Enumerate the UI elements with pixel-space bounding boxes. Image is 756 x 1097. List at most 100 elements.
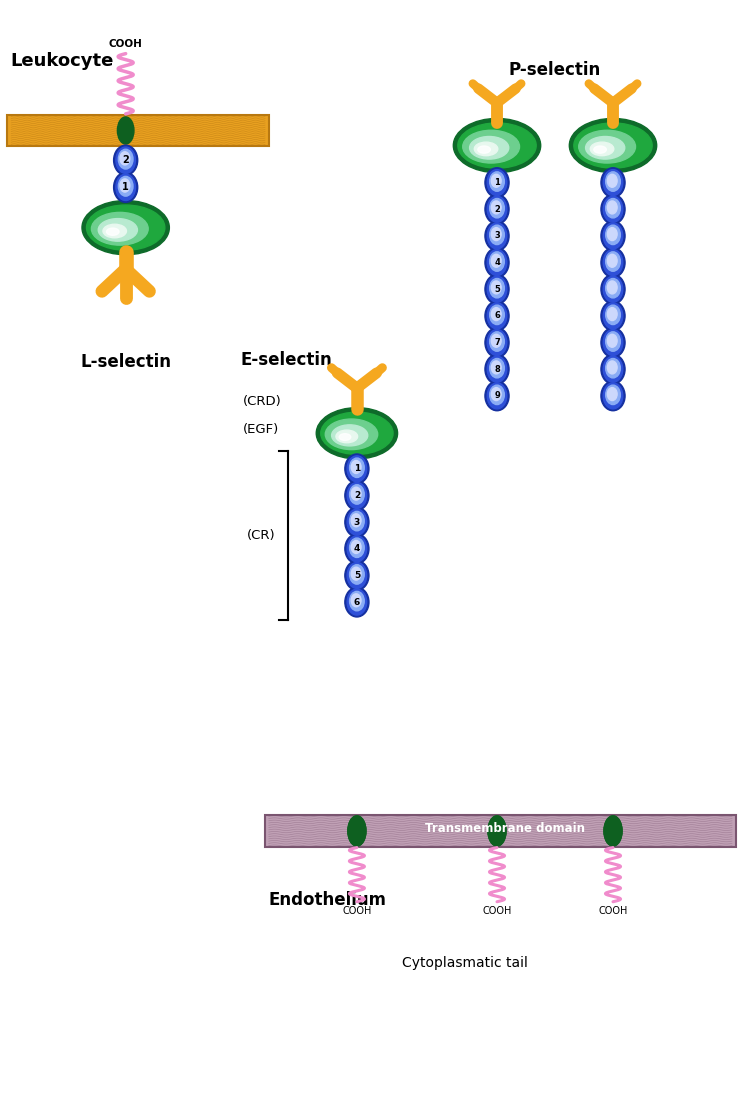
Ellipse shape: [349, 538, 364, 557]
Ellipse shape: [474, 143, 497, 156]
Ellipse shape: [490, 199, 504, 218]
Ellipse shape: [604, 816, 622, 846]
Text: Leukocyte: Leukocyte: [11, 53, 114, 70]
Bar: [265, 815, 736, 847]
Ellipse shape: [485, 194, 509, 224]
Ellipse shape: [490, 305, 504, 325]
Ellipse shape: [487, 357, 507, 382]
Text: 4: 4: [494, 258, 500, 267]
Ellipse shape: [601, 222, 625, 251]
Ellipse shape: [487, 196, 507, 223]
Ellipse shape: [454, 118, 541, 172]
Ellipse shape: [325, 419, 378, 450]
Ellipse shape: [347, 509, 367, 535]
Ellipse shape: [490, 172, 504, 191]
Ellipse shape: [601, 381, 625, 410]
Ellipse shape: [603, 250, 623, 275]
Text: COOH: COOH: [482, 906, 512, 916]
Ellipse shape: [487, 170, 507, 195]
Ellipse shape: [348, 816, 366, 846]
Ellipse shape: [349, 511, 364, 531]
Text: Transmembrane domain: Transmembrane domain: [425, 822, 584, 835]
Text: Cytoplasmatic tail: Cytoplasmatic tail: [401, 955, 528, 970]
Ellipse shape: [574, 123, 652, 168]
Ellipse shape: [601, 194, 625, 224]
Ellipse shape: [601, 354, 625, 384]
Ellipse shape: [345, 534, 369, 564]
Text: 7: 7: [494, 338, 500, 347]
Ellipse shape: [579, 131, 636, 163]
Ellipse shape: [607, 281, 617, 294]
Ellipse shape: [485, 222, 509, 251]
Ellipse shape: [119, 149, 133, 169]
Text: 1: 1: [354, 464, 360, 473]
Text: 5: 5: [354, 570, 360, 580]
Ellipse shape: [487, 383, 507, 409]
Ellipse shape: [321, 412, 393, 454]
Bar: [8, 115, 269, 146]
Ellipse shape: [339, 433, 351, 440]
Ellipse shape: [352, 487, 361, 500]
Ellipse shape: [485, 301, 509, 330]
Ellipse shape: [120, 179, 130, 192]
Ellipse shape: [603, 170, 623, 195]
Ellipse shape: [463, 131, 519, 163]
Ellipse shape: [345, 480, 369, 510]
Ellipse shape: [485, 381, 509, 410]
Ellipse shape: [488, 816, 506, 846]
Ellipse shape: [488, 816, 506, 846]
Ellipse shape: [469, 136, 509, 159]
Ellipse shape: [603, 357, 623, 382]
Ellipse shape: [607, 387, 617, 400]
Ellipse shape: [347, 456, 367, 482]
Ellipse shape: [590, 143, 614, 156]
Ellipse shape: [606, 225, 621, 245]
Ellipse shape: [336, 430, 358, 443]
Ellipse shape: [352, 567, 361, 580]
Ellipse shape: [352, 593, 361, 607]
Ellipse shape: [113, 145, 138, 176]
Ellipse shape: [490, 225, 504, 245]
Text: 1: 1: [122, 182, 129, 192]
Text: COOH: COOH: [109, 39, 143, 49]
Ellipse shape: [606, 305, 621, 325]
Ellipse shape: [487, 223, 507, 249]
Ellipse shape: [349, 591, 364, 611]
Ellipse shape: [485, 274, 509, 304]
Text: (CRD): (CRD): [243, 395, 281, 408]
Ellipse shape: [491, 387, 501, 400]
Ellipse shape: [347, 535, 367, 562]
Ellipse shape: [606, 385, 621, 405]
Ellipse shape: [487, 250, 507, 275]
Text: 2: 2: [354, 491, 360, 500]
Ellipse shape: [116, 174, 135, 201]
Ellipse shape: [603, 383, 623, 409]
Ellipse shape: [604, 816, 622, 846]
Ellipse shape: [348, 816, 366, 846]
Text: P-selectin: P-selectin: [509, 61, 601, 79]
Ellipse shape: [490, 359, 504, 377]
Ellipse shape: [347, 483, 367, 508]
Ellipse shape: [607, 307, 617, 320]
Ellipse shape: [607, 361, 617, 374]
Ellipse shape: [603, 223, 623, 249]
Ellipse shape: [86, 205, 165, 250]
Text: 4: 4: [354, 544, 360, 553]
Ellipse shape: [601, 328, 625, 358]
Text: 6: 6: [494, 312, 500, 320]
Ellipse shape: [606, 252, 621, 271]
Ellipse shape: [601, 301, 625, 330]
Ellipse shape: [490, 331, 504, 351]
Ellipse shape: [332, 425, 367, 445]
Ellipse shape: [569, 118, 657, 172]
Ellipse shape: [607, 335, 617, 348]
Ellipse shape: [345, 454, 369, 484]
Ellipse shape: [478, 146, 491, 154]
Ellipse shape: [491, 174, 501, 188]
Text: 3: 3: [354, 518, 360, 527]
Ellipse shape: [347, 563, 367, 588]
Ellipse shape: [487, 276, 507, 302]
Ellipse shape: [607, 227, 617, 240]
Text: (EGF): (EGF): [243, 423, 279, 436]
Ellipse shape: [607, 255, 617, 268]
